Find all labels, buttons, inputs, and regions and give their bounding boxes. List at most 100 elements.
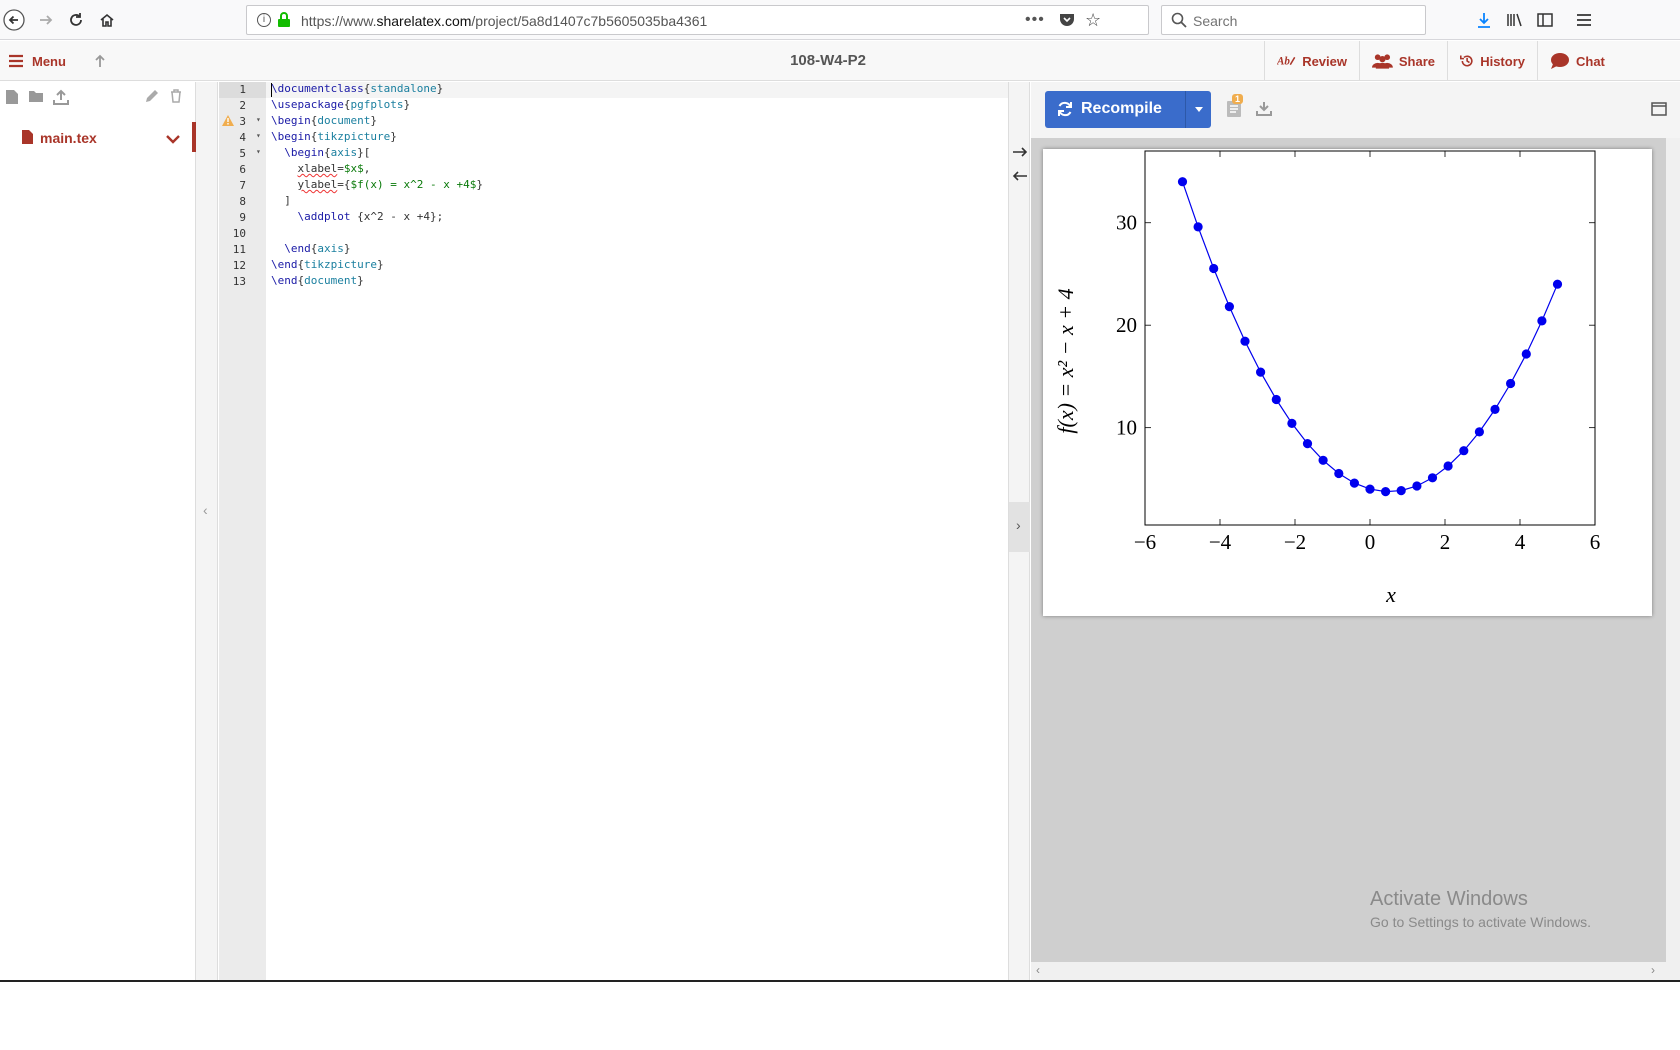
fold-toggle-icon[interactable]: ▾	[256, 115, 261, 124]
pocket-icon[interactable]	[1059, 13, 1075, 30]
plot-frame	[1144, 150, 1596, 526]
url-bar[interactable]: i https://www.sharelatex.com/project/5a8…	[246, 5, 1149, 35]
x-tick-label: −4	[1209, 530, 1232, 554]
fold-toggle-icon[interactable]: ▾	[256, 147, 261, 156]
pdf-collapse-toggle[interactable]: ›	[1009, 502, 1030, 552]
chat-icon	[1551, 53, 1569, 69]
sync-to-pdf-icon[interactable]	[1012, 146, 1028, 161]
gutter-line: 11	[219, 242, 266, 258]
caret-down-icon	[1194, 107, 1203, 112]
file-tree-collapse-bar[interactable]: ‹	[196, 82, 218, 980]
back-button[interactable]	[0, 6, 28, 34]
x-tick-label: −6	[1134, 530, 1156, 554]
sync-bar: ›	[1008, 82, 1030, 980]
rename-pencil-icon[interactable]	[145, 89, 161, 105]
forward-button[interactable]	[32, 6, 60, 34]
data-point	[1318, 455, 1328, 465]
text-cursor	[271, 83, 272, 97]
data-point	[1474, 427, 1484, 437]
up-level-icon[interactable]	[94, 53, 106, 72]
recompile-button[interactable]: Recompile	[1045, 91, 1211, 128]
delete-trash-icon[interactable]	[170, 89, 186, 105]
line-number: 6	[239, 163, 246, 176]
line-number: 11	[232, 243, 246, 256]
line-number: 4	[239, 131, 246, 144]
bookmark-star-icon[interactable]: ☆	[1085, 10, 1102, 30]
chevron-left-icon[interactable]: ‹	[203, 502, 208, 518]
code-line[interactable]: \begin{document}	[271, 114, 377, 127]
downloads-icon[interactable]	[1470, 6, 1498, 34]
review-button[interactable]: Ab Review	[1264, 41, 1359, 81]
share-button[interactable]: Share	[1359, 41, 1447, 81]
function-plot: −6 −4 −2 0 2 4 6 10 20 30 x f(x) = x² − x + 4	[1053, 150, 1600, 607]
pdf-vertical-scrollbar[interactable]	[1666, 138, 1680, 962]
page-bottom-border	[0, 980, 1680, 982]
scroll-right-icon[interactable]: ›	[1651, 963, 1655, 977]
hamburger-menu-icon[interactable]	[1570, 6, 1598, 34]
page-actions-icon[interactable]: •••	[1025, 11, 1045, 28]
editor-gutter: 1 2 3 ▾ 4 ▾ 5 ▾ 6 7 8 9 10 11 12 13	[219, 82, 266, 980]
lock-icon	[277, 12, 291, 31]
library-icon[interactable]	[1501, 6, 1529, 34]
code-line[interactable]: \end{document}	[271, 274, 364, 287]
code-editor[interactable]: \documentclass{standalone} \usepackage{pg…	[266, 82, 1008, 980]
code-line[interactable]: \usepackage{pgfplots}	[271, 98, 411, 111]
recompile-options-dropdown[interactable]	[1185, 91, 1211, 128]
code-line[interactable]: \begin{axis}[	[284, 146, 371, 159]
search-input[interactable]: Search	[1161, 5, 1426, 35]
chevron-down-icon[interactable]	[166, 132, 180, 147]
data-point	[1459, 446, 1469, 456]
code-line[interactable]: \addplot {x^2 - x +4};	[297, 210, 444, 223]
info-icon[interactable]: i	[257, 13, 271, 27]
file-tree-panel: main.tex	[0, 82, 196, 980]
data-point	[1287, 418, 1297, 428]
sidebar-toggle-icon[interactable]	[1531, 6, 1559, 34]
line-number: 12	[232, 259, 246, 272]
review-icon: Ab	[1277, 56, 1296, 68]
pdf-horizontal-scrollbar[interactable]: ‹ ›	[1031, 962, 1680, 980]
x-axis-label: x	[1385, 582, 1396, 607]
data-point	[1552, 279, 1563, 289]
download-pdf-icon[interactable]	[1256, 101, 1272, 119]
data-point	[1209, 263, 1219, 274]
code-line[interactable]: \begin{tikzpicture}	[271, 130, 397, 143]
gutter-line: 13	[219, 274, 266, 290]
history-button[interactable]: History	[1447, 41, 1537, 81]
reload-button[interactable]	[62, 6, 90, 34]
code-line[interactable]: \end{tikzpicture}	[271, 258, 384, 271]
history-icon	[1460, 55, 1473, 67]
x-tick-label: 0	[1365, 530, 1376, 554]
chat-button[interactable]: Chat	[1537, 41, 1617, 81]
home-button[interactable]	[93, 6, 121, 34]
logs-button[interactable]: 1	[1226, 94, 1246, 118]
code-line[interactable]: xlabel=$x$,	[297, 162, 371, 175]
file-tree-item-main-tex[interactable]: main.tex	[0, 122, 196, 152]
data-point	[1427, 473, 1438, 483]
search-icon	[1171, 12, 1187, 31]
upload-icon[interactable]	[53, 89, 69, 105]
code-line[interactable]: ]	[271, 194, 291, 207]
data-point	[1521, 349, 1531, 359]
gutter-line: 4 ▾	[219, 130, 266, 146]
code-line[interactable]: \end{axis}	[284, 242, 351, 255]
menu-icon	[9, 54, 23, 68]
code-line[interactable]: ylabel={$f(x) = x^2 - x +4$}	[297, 178, 483, 191]
data-point	[1271, 394, 1281, 405]
fold-toggle-icon[interactable]: ▾	[256, 131, 261, 140]
y-tick-label: 30	[1116, 211, 1137, 235]
new-folder-icon[interactable]	[28, 89, 44, 105]
line-number: 1	[239, 83, 246, 96]
warning-icon[interactable]	[222, 115, 234, 126]
data-point	[1256, 367, 1266, 377]
scroll-left-icon[interactable]: ‹	[1036, 963, 1040, 977]
menu-label: Menu	[32, 53, 66, 69]
menu-button[interactable]: Menu	[8, 49, 66, 73]
code-line[interactable]: \documentclass{standalone}	[266, 82, 1008, 98]
gutter-line: 8	[219, 194, 266, 210]
data-point	[1349, 478, 1359, 488]
data-point	[1193, 222, 1203, 232]
sync-to-code-icon[interactable]	[1012, 170, 1028, 185]
split-view-icon[interactable]	[1651, 102, 1667, 119]
line-number: 3	[239, 115, 246, 128]
new-file-icon[interactable]	[5, 89, 21, 105]
